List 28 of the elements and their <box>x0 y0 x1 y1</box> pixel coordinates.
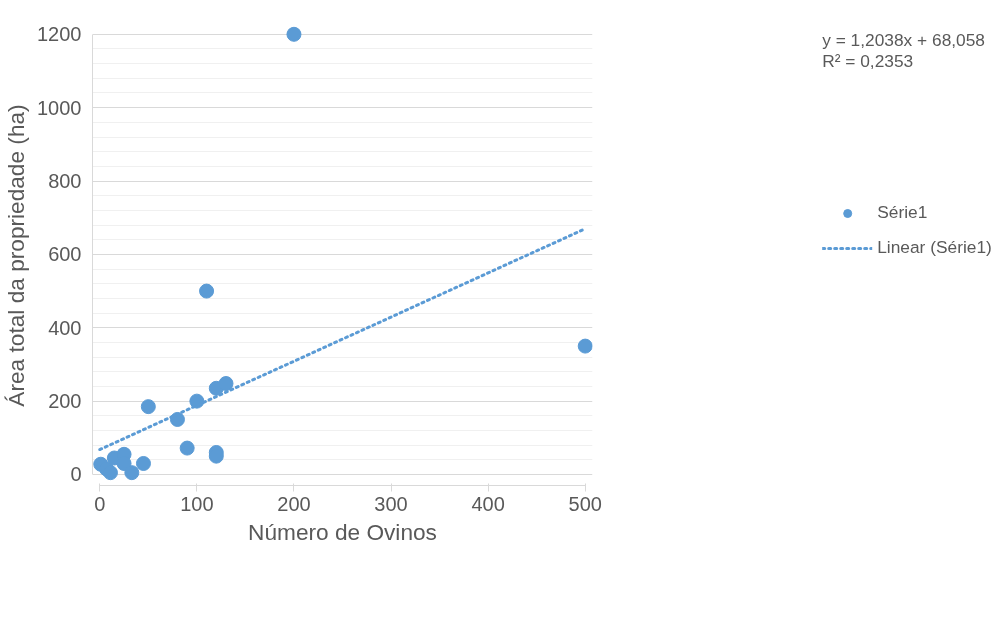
x-tick-label: 100 <box>180 492 214 515</box>
y-tick-label: 200 <box>48 390 82 413</box>
point <box>577 338 593 354</box>
text: R² = 0,2353 <box>822 51 914 71</box>
x-tick-label: 400 <box>471 492 505 515</box>
y-tick-label: 1000 <box>37 96 82 119</box>
y-tick-label: 600 <box>48 243 82 266</box>
point <box>124 465 140 481</box>
legend-label: Linear (Série1) <box>877 237 992 258</box>
point <box>140 399 156 415</box>
x-tick-label: 0 <box>94 492 106 515</box>
x-axis-title: Número de Ovinos <box>248 518 437 545</box>
point <box>102 465 118 481</box>
point <box>179 440 195 456</box>
y-axis-title: Área total da propriedade (ha) <box>3 104 30 407</box>
x-tick-label: 200 <box>277 492 311 515</box>
legend-label: Série1 <box>877 202 928 223</box>
y-tick-label: 0 <box>70 463 82 486</box>
point <box>218 376 234 392</box>
point <box>135 456 151 471</box>
point <box>286 26 302 42</box>
y-tick-label: 800 <box>48 170 82 193</box>
y-tick-label: 1200 <box>37 23 82 46</box>
x-tick-label: 500 <box>568 492 602 515</box>
point <box>199 283 215 299</box>
x-tick-label: 300 <box>374 492 408 515</box>
text: y = 1,2038x + 68,058 <box>822 30 986 50</box>
y-tick-label: 400 <box>48 316 82 339</box>
